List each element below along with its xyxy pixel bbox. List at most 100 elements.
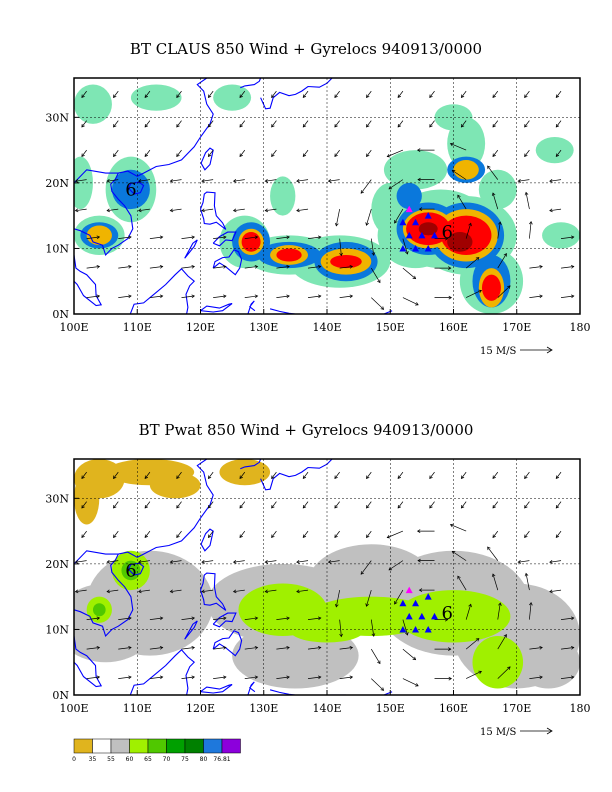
longitude-label: 160E <box>439 321 468 334</box>
wind-reference-arrow-head <box>546 727 553 735</box>
wind-vector <box>461 120 467 128</box>
gyreloc-triangle <box>412 625 420 633</box>
map-area: 66 <box>74 78 580 314</box>
wind-vector <box>465 223 472 239</box>
wind-vector <box>429 120 435 128</box>
wind-vector-head <box>128 616 132 621</box>
wind-vector-head <box>302 94 307 99</box>
wind-vector <box>138 208 150 212</box>
legend-label: 70 <box>163 756 171 763</box>
wind-vector-head <box>457 575 461 580</box>
wind-vector <box>244 266 258 269</box>
wind-vector <box>555 149 562 157</box>
wind-vector <box>529 602 532 620</box>
wind-vector <box>555 120 562 128</box>
wind-vector <box>461 471 467 479</box>
gyreloc-magenta-triangle <box>405 205 413 213</box>
wind-vector <box>518 560 530 563</box>
wind-vector-head <box>191 294 195 299</box>
wind-vector-head <box>412 656 417 661</box>
wind-vector <box>334 501 340 509</box>
wind-vector <box>233 179 245 182</box>
wind-vector <box>339 295 353 298</box>
wind-vector-head <box>371 633 376 637</box>
wind-vector-head <box>159 264 164 269</box>
wind-vector-head <box>271 123 275 128</box>
coastline <box>199 191 227 230</box>
wind-vector-head <box>405 632 409 636</box>
wind-vector-head <box>460 123 465 128</box>
wind-vector <box>334 530 340 538</box>
wettest-air-patch <box>121 560 141 581</box>
wind-vector <box>149 266 163 269</box>
wind-vector-head <box>460 475 465 480</box>
wind-vector <box>118 647 132 650</box>
wind-vector-head <box>128 294 132 299</box>
latitude-label: 0N <box>52 689 69 702</box>
cloud-patch <box>434 104 473 131</box>
longitude-label: 100E <box>59 702 88 715</box>
wind-vector-head <box>549 589 553 594</box>
wind-vector-head <box>365 603 369 607</box>
wind-vector-head <box>106 589 110 594</box>
wind-vector-head <box>449 523 454 528</box>
wind-vector <box>497 666 511 679</box>
wind-vector-head <box>81 534 85 539</box>
wind-vector-head <box>113 123 117 128</box>
wind-vector <box>529 221 532 239</box>
wind-vector-head <box>517 560 522 564</box>
wind-vector-head <box>239 475 243 480</box>
wind-vector-head <box>366 475 370 480</box>
wind-vector <box>149 617 163 620</box>
longitude-label: 170E <box>502 321 531 334</box>
latitude-label: 20N <box>45 177 69 190</box>
wind-vector-head <box>360 190 365 194</box>
wind-vector <box>524 530 530 538</box>
wind-vector <box>402 678 419 687</box>
wind-vector-head <box>302 504 307 509</box>
wind-vector <box>529 266 543 269</box>
wind-vector-head <box>492 475 496 480</box>
wind-vector <box>555 90 562 98</box>
cyclone-symbol: 6 <box>125 179 136 200</box>
wind-vector-head <box>207 475 212 480</box>
wind-vector-head <box>460 504 465 509</box>
wind-vector-head <box>517 179 522 183</box>
wind-vector-head <box>296 179 300 183</box>
wind-vector-head <box>286 675 290 680</box>
wind-vector <box>244 676 258 679</box>
wind-vector <box>402 238 408 255</box>
wind-vector-head <box>201 589 205 594</box>
wind-vector <box>492 192 499 210</box>
coastline <box>212 231 237 247</box>
gyreloc-triangle <box>431 612 439 620</box>
gyreloc-triangle <box>399 244 407 252</box>
wind-vector-head <box>487 165 491 170</box>
wind-vector-head <box>317 294 322 299</box>
wind-vector-head <box>475 257 480 261</box>
longitude-label: 150E <box>376 702 405 715</box>
wind-vector-head <box>317 235 322 240</box>
coastline <box>74 172 134 257</box>
wind-vector-head <box>371 252 376 256</box>
cloud-patch <box>447 117 486 170</box>
wind-vector <box>86 647 100 650</box>
wind-vector <box>360 560 372 575</box>
wind-vector <box>176 90 182 98</box>
wind-vector-head <box>169 208 174 213</box>
wind-vector-head <box>468 222 472 227</box>
longitude-label: 120E <box>186 702 215 715</box>
wind-vector-head <box>405 251 409 255</box>
wind-vector <box>296 560 309 563</box>
wind-vector <box>492 471 499 479</box>
longitude-label: 170E <box>502 702 531 715</box>
wind-vector-head <box>380 687 385 691</box>
wind-vector-head <box>451 550 456 555</box>
wind-vector <box>181 295 195 298</box>
wind-vector-head <box>223 294 227 299</box>
wind-vector-head <box>317 264 322 269</box>
wind-vector-head <box>138 179 142 183</box>
wind-vector <box>170 589 182 593</box>
wind-vector <box>524 471 530 479</box>
